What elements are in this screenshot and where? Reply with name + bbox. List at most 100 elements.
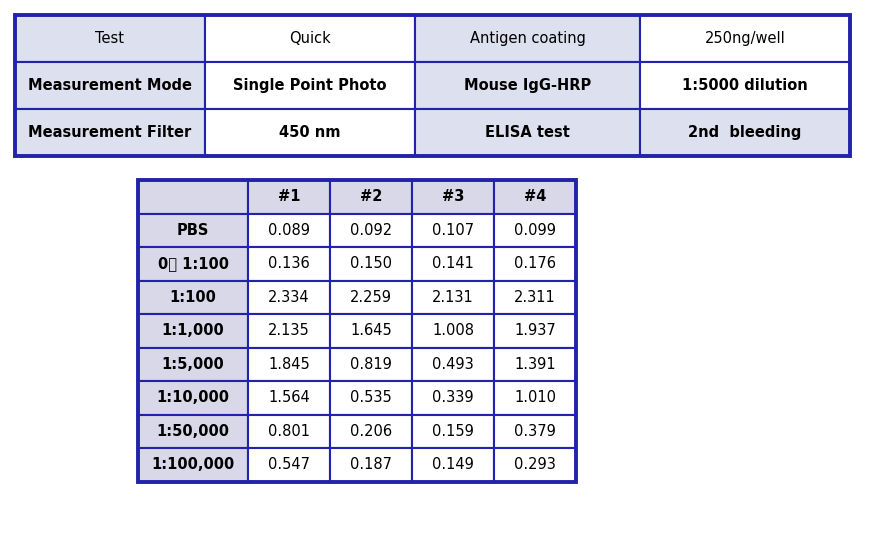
Bar [248, 381, 330, 415]
Text: Single Point Photo: Single Point Photo [233, 78, 386, 93]
Bar [494, 280, 575, 314]
Text: 2.259: 2.259 [350, 290, 392, 305]
Text: 0.547: 0.547 [268, 457, 309, 472]
Bar [411, 180, 494, 213]
Bar [494, 415, 575, 448]
Bar [205, 15, 415, 62]
Bar [411, 448, 494, 482]
Bar [138, 180, 575, 482]
Text: Measurement Mode: Measurement Mode [28, 78, 191, 93]
Text: 2.334: 2.334 [268, 290, 309, 305]
Text: 1.645: 1.645 [350, 323, 392, 338]
Bar [330, 213, 411, 247]
Text: PBS: PBS [176, 222, 209, 238]
Bar [330, 180, 411, 213]
Bar [494, 213, 575, 247]
Text: Antigen coating: Antigen coating [469, 31, 585, 46]
Text: 1:5000 dilution: 1:5000 dilution [681, 78, 807, 93]
Text: 0.206: 0.206 [350, 424, 392, 438]
Text: 1.845: 1.845 [268, 357, 309, 372]
Bar [248, 247, 330, 280]
Text: 0.089: 0.089 [268, 222, 309, 238]
Text: ELISA test: ELISA test [485, 125, 570, 140]
Text: 0.107: 0.107 [431, 222, 473, 238]
Text: 0.176: 0.176 [513, 256, 556, 271]
Text: 1.008: 1.008 [431, 323, 473, 338]
Text: Test: Test [96, 31, 124, 46]
Bar [411, 280, 494, 314]
Bar [138, 314, 248, 348]
Text: 1:1,000: 1:1,000 [161, 323, 224, 338]
Text: 1:10,000: 1:10,000 [156, 390, 229, 405]
Bar [248, 348, 330, 381]
Bar [138, 415, 248, 448]
Bar [138, 213, 248, 247]
Bar [15, 109, 205, 156]
Text: 2.131: 2.131 [431, 290, 473, 305]
Bar [248, 314, 330, 348]
Text: #4: #4 [524, 189, 546, 204]
Bar [138, 348, 248, 381]
Text: 1.937: 1.937 [514, 323, 556, 338]
Text: 1.564: 1.564 [268, 390, 309, 405]
Text: 1.010: 1.010 [513, 390, 556, 405]
Bar [411, 348, 494, 381]
Bar [411, 415, 494, 448]
Bar [330, 280, 411, 314]
Text: 0.149: 0.149 [431, 457, 473, 472]
Bar [411, 381, 494, 415]
Text: 0.379: 0.379 [514, 424, 556, 438]
Text: Quick: Quick [289, 31, 330, 46]
Text: #3: #3 [441, 189, 463, 204]
Bar [415, 109, 640, 156]
Bar [494, 247, 575, 280]
Bar [494, 381, 575, 415]
Text: 0.339: 0.339 [431, 390, 473, 405]
Bar [205, 62, 415, 109]
Bar [138, 381, 248, 415]
Bar [248, 213, 330, 247]
Bar [15, 62, 205, 109]
Bar [415, 62, 640, 109]
Text: 1:100,000: 1:100,000 [152, 457, 235, 472]
Bar [494, 180, 575, 213]
Bar [248, 415, 330, 448]
Bar [248, 180, 330, 213]
Bar [330, 314, 411, 348]
Text: #2: #2 [360, 189, 382, 204]
Bar [494, 348, 575, 381]
Text: 0.092: 0.092 [350, 222, 392, 238]
Text: 2nd  bleeding: 2nd bleeding [688, 125, 801, 140]
Bar [411, 213, 494, 247]
Text: 0.159: 0.159 [431, 424, 473, 438]
Bar [640, 62, 849, 109]
Text: 2.311: 2.311 [514, 290, 556, 305]
Bar [330, 415, 411, 448]
Text: 0.493: 0.493 [431, 357, 473, 372]
Text: 0.099: 0.099 [513, 222, 556, 238]
Bar [494, 314, 575, 348]
Bar [411, 314, 494, 348]
Text: Mouse IgG-HRP: Mouse IgG-HRP [463, 78, 590, 93]
Text: 0차 1:100: 0차 1:100 [158, 256, 229, 271]
Bar [415, 15, 640, 62]
Text: 1:50,000: 1:50,000 [156, 424, 229, 438]
Bar [15, 15, 849, 156]
Bar [494, 448, 575, 482]
Bar [640, 109, 849, 156]
Bar [248, 448, 330, 482]
Text: Measurement Filter: Measurement Filter [28, 125, 191, 140]
Text: 450 nm: 450 nm [279, 125, 340, 140]
Text: 1:5,000: 1:5,000 [161, 357, 224, 372]
Bar [138, 247, 248, 280]
Bar [205, 109, 415, 156]
Bar [15, 15, 205, 62]
Bar [248, 280, 330, 314]
Bar [330, 381, 411, 415]
Text: 0.293: 0.293 [514, 457, 556, 472]
Bar [640, 15, 849, 62]
Text: 0.136: 0.136 [268, 256, 309, 271]
Text: 1:100: 1:100 [169, 290, 216, 305]
Text: 2.135: 2.135 [268, 323, 309, 338]
Text: 0.150: 0.150 [350, 256, 392, 271]
